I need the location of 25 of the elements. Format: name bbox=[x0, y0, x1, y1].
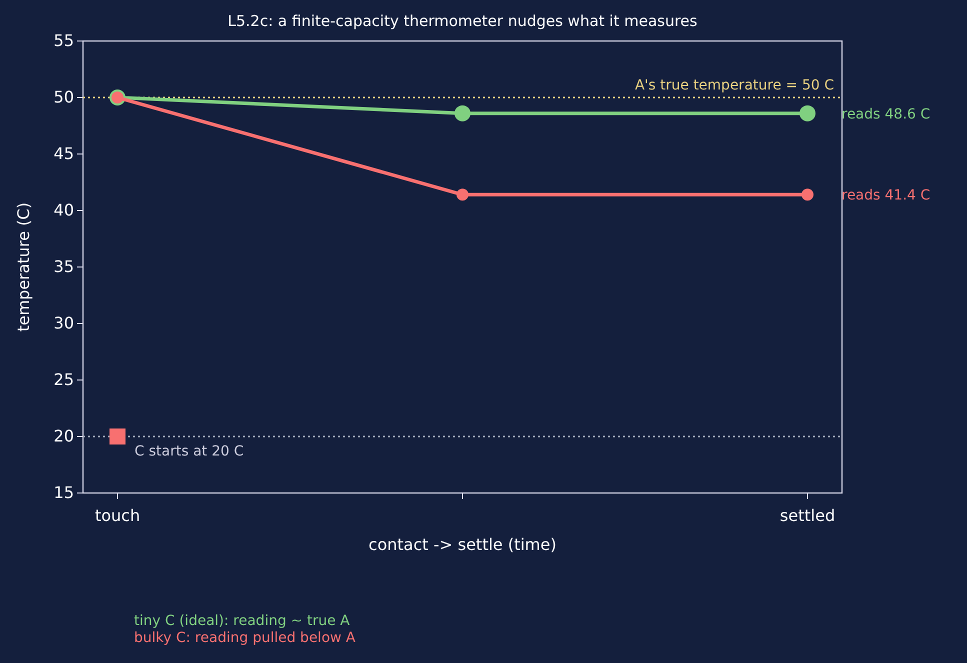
x-axis-title: contact -> settle (time) bbox=[368, 535, 556, 554]
y-tick-label: 50 bbox=[54, 88, 74, 107]
y-tick-label: 40 bbox=[54, 200, 74, 220]
y-tick-label: 55 bbox=[54, 31, 74, 50]
annotation: C starts at 20 C bbox=[134, 444, 244, 460]
point bbox=[802, 188, 814, 201]
point bbox=[800, 105, 816, 122]
text: bulky C: reading pulled below A bbox=[134, 630, 356, 646]
annotation: reads 41.4 C bbox=[842, 188, 930, 204]
point bbox=[456, 188, 468, 201]
point bbox=[454, 105, 470, 122]
y-tick-label: 30 bbox=[54, 314, 74, 333]
y-tick-label: 45 bbox=[54, 144, 74, 164]
y-tick-label: 20 bbox=[54, 426, 74, 446]
y-tick-label: 15 bbox=[54, 483, 74, 502]
point bbox=[110, 428, 126, 444]
y-axis-title: temperature (C) bbox=[14, 202, 33, 332]
text: tiny C (ideal): reading ~ true A bbox=[134, 613, 350, 629]
annotation: reads 48.6 C bbox=[842, 106, 930, 122]
ref-line-label: A's true temperature = 50 C bbox=[634, 78, 834, 94]
x-tick-label: settled bbox=[780, 506, 836, 526]
x-tick-label: touch bbox=[94, 506, 140, 526]
y-tick-label: 25 bbox=[54, 370, 74, 390]
chart-title: L5.2c: a finite-capacity thermometer nudges what it measures bbox=[228, 12, 698, 30]
y-tick-label: 35 bbox=[54, 257, 74, 276]
